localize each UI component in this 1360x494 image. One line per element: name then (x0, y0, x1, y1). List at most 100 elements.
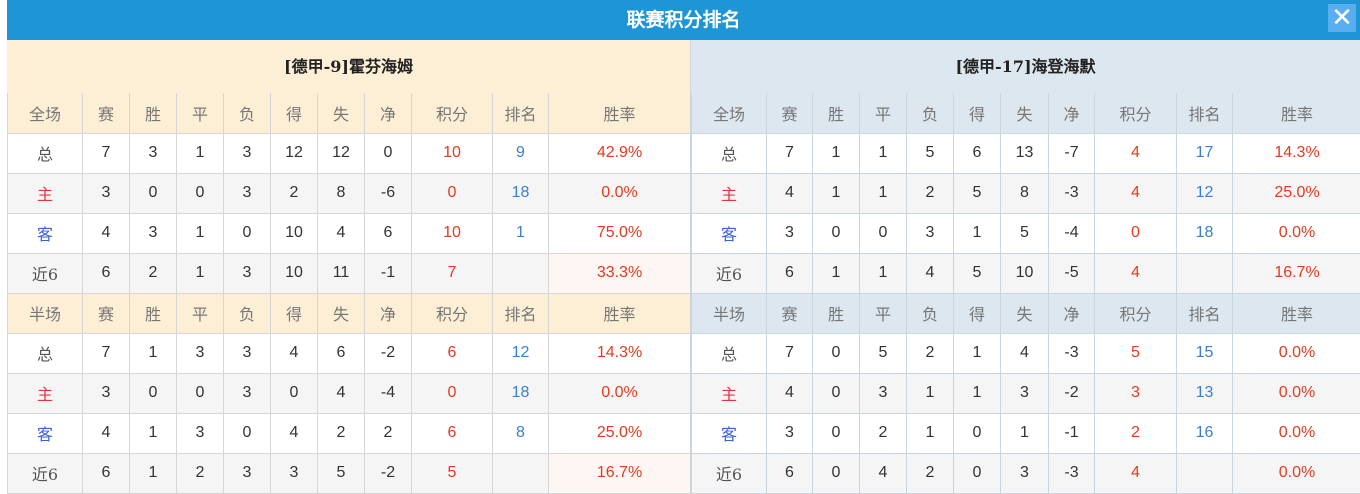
column-header: 胜率 (1232, 293, 1360, 334)
column-header: 失 (1000, 93, 1049, 134)
losses: 3 (223, 133, 271, 174)
away-team-panel: [德甲-17]海登海默 全场赛胜平负得失净积分 排名 胜率总 7 1 1 5 6 13 -7 4 17… (690, 40, 1360, 494)
rank (1176, 453, 1233, 494)
played: 6 (766, 453, 813, 494)
points: 10 (411, 133, 493, 174)
losses: 5 (906, 133, 954, 174)
played: 3 (766, 213, 813, 254)
goals-against: 4 (1000, 333, 1049, 374)
goals-for: 2 (270, 173, 318, 214)
wins: 3 (129, 213, 177, 254)
goals-against: 3 (1000, 373, 1049, 414)
wins: 2 (129, 253, 177, 294)
wins: 1 (129, 453, 177, 494)
goal-diff: 0 (364, 133, 412, 174)
close-icon[interactable]: ✕ (1328, 4, 1356, 32)
played: 6 (82, 453, 130, 494)
column-header: 胜率 (548, 293, 691, 334)
column-header: 得 (953, 293, 1001, 334)
rank: 12 (1176, 173, 1233, 214)
column-header: 失 (317, 293, 365, 334)
wins: 0 (129, 373, 177, 414)
win-rate: 42.9% (548, 133, 691, 174)
row-label: 主 (691, 373, 767, 414)
standings-table: 全场赛胜平负得失净积分 排名 胜率总 7 3 1 3 12 12 0 10 9 42.9% 主 3 0 0 3 2 8… (7, 93, 691, 494)
column-header: 负 (223, 93, 271, 134)
win-rate: 16.7% (548, 453, 691, 494)
column-header: 平 (859, 293, 907, 334)
goal-diff: -5 (1048, 253, 1095, 294)
row-label: 总 (691, 133, 767, 174)
win-rate: 0.0% (1232, 373, 1360, 414)
draws: 1 (859, 173, 907, 214)
draws: 4 (859, 453, 907, 494)
row-label: 客 (7, 213, 83, 254)
rank (492, 253, 549, 294)
column-header: 赛 (82, 93, 130, 134)
goals-for: 0 (270, 373, 318, 414)
losses: 0 (223, 413, 271, 454)
rank: 18 (492, 373, 549, 414)
table-row: 总 7 1 3 3 4 6 -2 6 12 14.3% (7, 333, 691, 374)
wins: 1 (812, 253, 860, 294)
points: 3 (1094, 373, 1177, 414)
table-row: 客 3 0 2 1 0 1 -1 2 16 0.0% (691, 413, 1360, 454)
goals-against: 4 (317, 213, 365, 254)
goals-against: 3 (1000, 453, 1049, 494)
draws: 0 (176, 373, 224, 414)
table-row: 近6 6 1 2 3 3 5 -2 5 16.7% (7, 453, 691, 494)
section-label: 全场 (691, 93, 767, 134)
row-label: 客 (691, 413, 767, 454)
draws: 0 (176, 173, 224, 214)
goals-for: 4 (270, 413, 318, 454)
draws: 5 (859, 333, 907, 374)
rank: 12 (492, 333, 549, 374)
win-rate: 0.0% (1232, 213, 1360, 254)
losses: 3 (906, 213, 954, 254)
column-header: 净 (1048, 93, 1095, 134)
points: 0 (1094, 213, 1177, 254)
row-label: 主 (691, 173, 767, 214)
goals-for: 3 (270, 453, 318, 494)
row-label: 总 (7, 133, 83, 174)
win-rate: 0.0% (548, 173, 691, 214)
goals-for: 10 (270, 213, 318, 254)
rank: 13 (1176, 373, 1233, 414)
losses: 1 (906, 373, 954, 414)
table-row: 主 4 1 1 2 5 8 -3 4 12 25.0% (691, 173, 1360, 214)
draws: 1 (176, 253, 224, 294)
draws: 1 (859, 253, 907, 294)
goals-for: 0 (953, 453, 1001, 494)
losses: 3 (223, 333, 271, 374)
team-title: [德甲-17]海登海默 (691, 40, 1360, 93)
wins: 1 (812, 133, 860, 174)
goals-against: 4 (317, 373, 365, 414)
section-label: 半场 (7, 293, 83, 334)
column-header: 排名 (492, 93, 549, 134)
rank (1176, 253, 1233, 294)
played: 6 (766, 253, 813, 294)
row-label: 主 (7, 373, 83, 414)
goals-for: 1 (953, 373, 1001, 414)
goal-diff: -3 (1048, 333, 1095, 374)
points: 0 (411, 173, 493, 214)
losses: 4 (906, 253, 954, 294)
played: 6 (82, 253, 130, 294)
points: 4 (1094, 133, 1177, 174)
losses: 2 (906, 453, 954, 494)
goals-for: 12 (270, 133, 318, 174)
goals-for: 1 (953, 333, 1001, 374)
column-header: 失 (1000, 293, 1049, 334)
table-row: 近6 6 0 4 2 0 3 -3 4 0.0% (691, 453, 1360, 494)
row-label: 主 (7, 173, 83, 214)
goal-diff: -2 (1048, 373, 1095, 414)
points: 4 (1094, 173, 1177, 214)
win-rate: 33.3% (548, 253, 691, 294)
played: 7 (82, 133, 130, 174)
wins: 1 (812, 173, 860, 214)
column-header: 平 (176, 293, 224, 334)
column-header: 胜 (129, 293, 177, 334)
points: 6 (411, 413, 493, 454)
goals-for: 5 (953, 253, 1001, 294)
played: 3 (82, 173, 130, 214)
